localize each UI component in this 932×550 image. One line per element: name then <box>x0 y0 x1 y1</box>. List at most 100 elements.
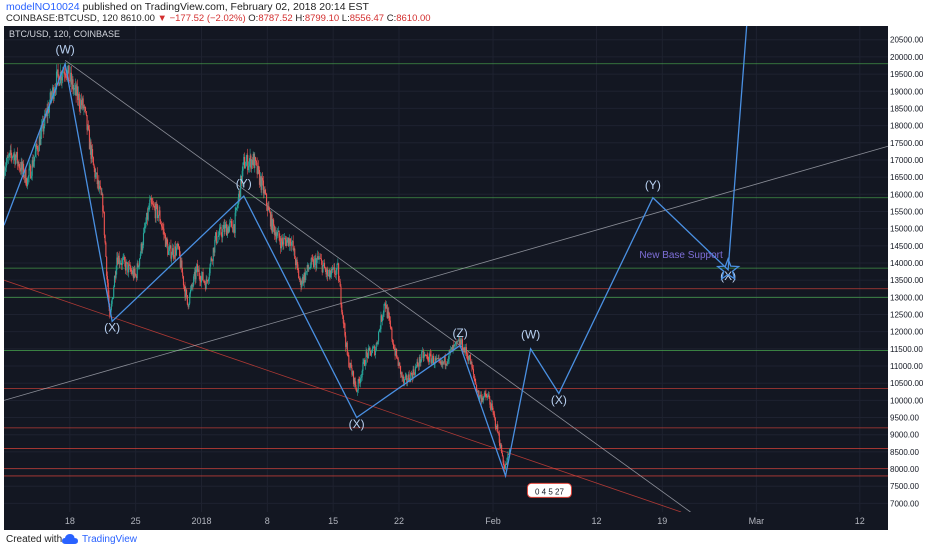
candle-body <box>26 178 29 187</box>
candle-body <box>70 72 72 81</box>
candle-body <box>190 284 192 290</box>
candle-body <box>265 193 267 195</box>
candle-body <box>410 373 412 382</box>
tradingview-brand[interactable]: TradingView <box>82 534 138 545</box>
candle-body <box>121 259 123 265</box>
candle-body <box>10 150 12 156</box>
candle-body <box>506 457 508 465</box>
candle-body <box>63 71 65 74</box>
trend-line[interactable] <box>4 279 682 513</box>
candle-body <box>110 303 112 311</box>
candle-body <box>159 210 161 222</box>
candle-body <box>249 155 251 162</box>
y-tick-label: 11000.00 <box>890 362 923 371</box>
candle-body <box>273 219 275 226</box>
candle-body <box>185 289 187 297</box>
candle-body <box>16 152 18 164</box>
candle-body <box>280 241 282 249</box>
candle-body <box>194 271 196 280</box>
candle-body <box>300 279 302 288</box>
star-icon[interactable] <box>715 257 741 281</box>
candle-body <box>147 209 149 220</box>
y-tick-label: 16000.00 <box>890 190 924 199</box>
candle-body <box>255 161 257 163</box>
candle-body <box>48 107 50 113</box>
candle-body <box>447 359 449 362</box>
candle-body <box>475 382 477 385</box>
candle-body <box>175 246 177 256</box>
candle-body <box>484 392 486 394</box>
candle-body <box>418 365 420 367</box>
candle-body <box>397 358 399 366</box>
elliott-wave-path[interactable] <box>4 26 748 479</box>
trend-line[interactable] <box>4 145 889 401</box>
candle-body <box>271 214 273 233</box>
candle-body <box>320 258 322 262</box>
candle-body <box>26 184 28 187</box>
candle-body <box>154 207 156 219</box>
candle-body <box>322 265 324 273</box>
candle-body <box>456 341 458 343</box>
candle-body <box>360 378 362 384</box>
candle-body <box>112 297 114 300</box>
candle-body <box>478 391 480 400</box>
candle-body <box>315 258 317 269</box>
candle-body <box>17 161 19 164</box>
candle-body <box>305 271 308 273</box>
candle-body <box>8 153 11 157</box>
candle-body <box>64 73 66 75</box>
candle-body <box>92 157 94 166</box>
candle-body <box>208 273 210 279</box>
candle-body <box>415 366 417 368</box>
candle-body <box>267 206 269 211</box>
candle-body <box>135 275 137 279</box>
candle-body <box>242 162 244 171</box>
candle-body <box>352 371 354 375</box>
candle-body <box>275 232 277 240</box>
y-tick-label: 7500.00 <box>890 482 919 491</box>
publish-header: modelNO10024 published on TradingView.co… <box>0 0 932 26</box>
candle-body <box>298 270 300 279</box>
candle-body <box>468 355 471 360</box>
chart-area[interactable]: (W) (X) (Y) (X) (Z) (W) (X) (Y) (X) New Base Supp… <box>4 26 928 530</box>
candle-body <box>224 224 226 232</box>
candle-body <box>99 185 101 189</box>
author-link[interactable]: modelNO10024 <box>6 1 80 13</box>
candle-body <box>502 456 504 464</box>
candle-body <box>270 214 272 227</box>
price-chart[interactable]: (W) (X) (Y) (X) (Z) (W) (X) (Y) (X) New Base Supp… <box>4 26 928 530</box>
candle-body <box>259 176 261 185</box>
candle-body <box>203 280 205 282</box>
candle-body <box>111 299 113 304</box>
candle-body <box>36 144 38 148</box>
candle-body <box>313 259 315 268</box>
candle-body <box>126 261 128 263</box>
candle-body <box>131 271 133 275</box>
candle-body <box>193 276 195 286</box>
candle-body <box>304 272 306 281</box>
y-tick-label: 9500.00 <box>890 414 919 423</box>
candle-body <box>442 361 444 365</box>
candle-body <box>329 269 331 278</box>
candle-body <box>425 355 427 356</box>
candle-body <box>149 198 152 200</box>
wave-label: (Z) <box>452 326 467 340</box>
candle-body <box>75 85 77 96</box>
chart-title: BTC/USD, 120, COINBASE <box>9 29 121 39</box>
candle-body <box>40 131 42 145</box>
candle-body <box>11 155 13 158</box>
candle-body <box>458 339 460 345</box>
candle-body <box>34 156 36 162</box>
tradingview-cloud-icon <box>62 534 78 544</box>
candle-body <box>284 238 286 241</box>
candle-body <box>14 153 16 164</box>
candle-body <box>156 203 158 206</box>
price-axis-panel[interactable] <box>888 26 928 530</box>
candle-body <box>371 348 373 354</box>
y-tick-label: 7000.00 <box>890 499 919 508</box>
time-axis-panel[interactable] <box>4 512 888 530</box>
candle-body <box>254 157 256 168</box>
trend-line[interactable] <box>64 60 691 513</box>
candle-body <box>180 260 182 268</box>
candle-body <box>339 281 341 287</box>
